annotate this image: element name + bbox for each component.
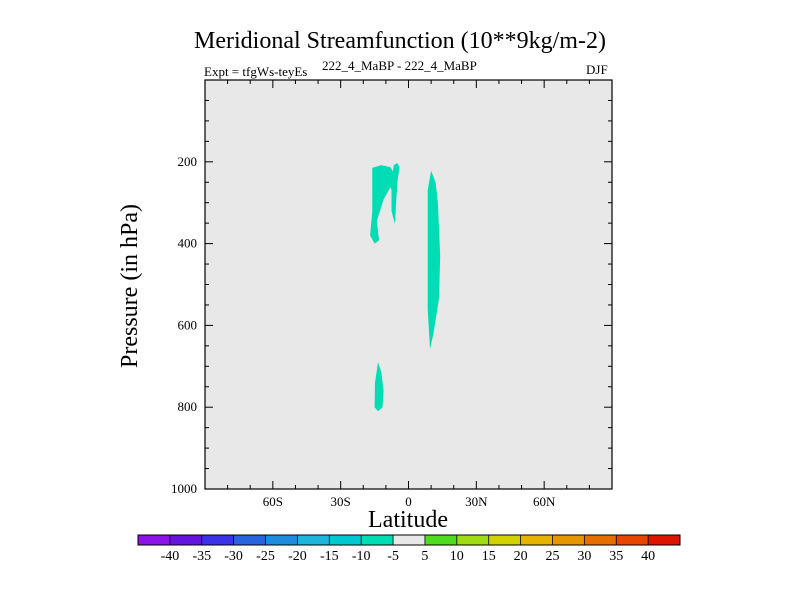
region-upper-left-b	[391, 163, 400, 224]
colorbar-swatch	[456, 535, 489, 545]
region-middle	[427, 170, 441, 350]
colorbar-label: -20	[288, 549, 307, 564]
season-label: DJF	[586, 62, 608, 77]
colorbar-swatch	[584, 535, 617, 545]
colorbar-label: 35	[609, 549, 623, 564]
colorbar-swatch	[361, 535, 394, 545]
colorbar-label: -5	[387, 549, 399, 564]
colorbar-swatch	[393, 535, 426, 545]
colorbar-label: -35	[192, 549, 211, 564]
colorbar-label: -25	[256, 549, 275, 564]
colorbar-label: -15	[320, 549, 339, 564]
colorbar-swatch	[169, 535, 203, 545]
x-tick-label: 0	[405, 494, 412, 509]
plot-background	[205, 80, 612, 489]
y-tick-label: 600	[178, 317, 198, 332]
x-axis-label: Latitude	[368, 507, 448, 533]
colorbar-swatch	[233, 535, 266, 545]
colorbar-swatch	[297, 535, 330, 545]
colorbar-label: -30	[224, 549, 243, 564]
colorbar-label: -40	[161, 549, 180, 564]
colorbar-frame	[137, 534, 681, 546]
colorbar-label: 30	[577, 549, 591, 564]
colorbar-swatch	[138, 535, 171, 545]
colorbar-swatch	[520, 535, 553, 545]
y-axis-label: Pressure (in hPa)	[117, 204, 143, 368]
y-tick-label: 1000	[171, 481, 197, 496]
x-tick-label: 60N	[533, 494, 556, 509]
colorbar-label: 25	[546, 549, 560, 564]
colorbar-label: 15	[482, 549, 496, 564]
y-tick-label: 800	[178, 399, 198, 414]
colorbar-swatch	[488, 535, 521, 545]
colorbar-label: 10	[450, 549, 464, 564]
y-tick-label: 400	[178, 236, 198, 251]
colorbar-label: 5	[421, 549, 428, 564]
colorbar-swatch	[201, 535, 234, 545]
chart-title: Meridional Streamfunction (10**9kg/m-2)	[194, 28, 606, 54]
colorbar-swatch	[648, 535, 681, 545]
x-tick-label: 60S	[263, 494, 283, 509]
colorbar-swatch	[552, 535, 585, 545]
colorbar-swatch	[265, 535, 298, 545]
x-tick-label: 30N	[465, 494, 488, 509]
region-lower	[374, 362, 384, 412]
colorbar-label: 40	[641, 549, 655, 564]
colorbar-swatch	[616, 535, 649, 545]
x-tick-label: 30S	[331, 494, 351, 509]
colorbar-swatch	[424, 535, 458, 545]
comparison-label: 222_4_MaBP - 222_4_MaBP	[322, 58, 477, 73]
experiment-label: Expt = tfgWs-teyEs	[204, 64, 308, 79]
colorbar-label: 20	[514, 549, 528, 564]
colorbar-swatch	[329, 535, 362, 545]
colorbar-label: -10	[352, 549, 371, 564]
region-upper-left-a	[370, 165, 398, 244]
y-tick-label: 200	[178, 154, 198, 169]
